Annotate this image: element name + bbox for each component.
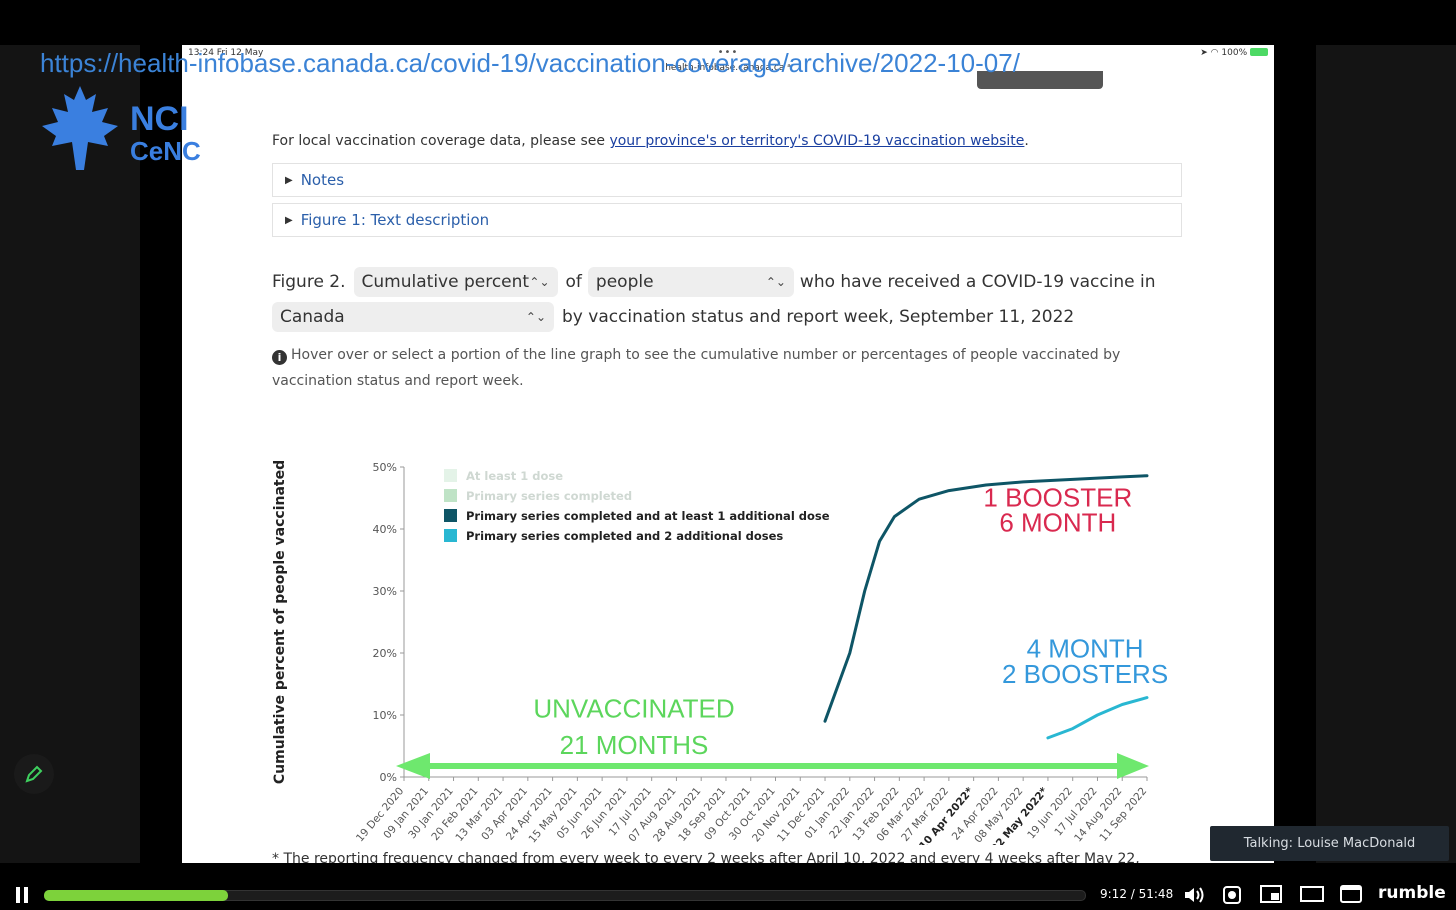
chart-annotation: 1 BOOSTER xyxy=(983,483,1132,513)
picture-in-picture-icon[interactable] xyxy=(1260,885,1282,903)
location-icon: ➤ xyxy=(1200,48,1208,58)
logo-line1: NCI xyxy=(130,100,189,138)
info-icon: i xyxy=(272,350,287,365)
triangle-right-icon: ▶ xyxy=(285,214,293,226)
intro-text: For local vaccination coverage data, ple… xyxy=(272,133,1029,149)
intro-suffix: . xyxy=(1024,133,1029,149)
pencil-icon xyxy=(25,765,43,783)
population-select-value: people xyxy=(595,272,654,292)
notes-expander[interactable]: ▶ Notes xyxy=(272,163,1182,197)
y-tick-label: 50% xyxy=(373,461,397,474)
wifi-icon: ◠ xyxy=(1210,48,1219,58)
notes-label: Notes xyxy=(300,171,345,189)
chart-annotation: 4 MONTH xyxy=(1027,633,1144,663)
battery-icon xyxy=(1250,48,1268,56)
legend-swatch xyxy=(444,509,457,522)
footnote: * The reporting frequency changed from e… xyxy=(272,851,1140,863)
series-line xyxy=(823,474,1149,723)
rumble-brand: rumble xyxy=(1378,883,1446,903)
chart-annotation: 6 MONTH xyxy=(999,507,1116,537)
legend-label: Primary series completed and at least 1 … xyxy=(466,509,830,523)
tablet-menu-dots[interactable]: ••• xyxy=(717,47,739,58)
y-tick-label: 40% xyxy=(373,523,397,536)
intro-prefix: For local vaccination coverage data, ple… xyxy=(272,133,610,149)
pause-icon[interactable] xyxy=(14,886,30,904)
tablet-time: 13:24 Fri 12 May xyxy=(188,48,264,58)
legend-swatch xyxy=(444,489,457,502)
legend-swatch xyxy=(444,469,457,482)
tablet-status-icons: ➤ ◠ 100% xyxy=(1200,48,1268,58)
talking-indicator: Talking: Louise MacDonald xyxy=(1210,826,1449,861)
series-line xyxy=(1046,696,1149,740)
up-down-chevron-icon: ⌃⌄ xyxy=(525,310,546,324)
theater-mode-icon[interactable] xyxy=(1300,885,1324,903)
chart-annotation: 2 BOOSTERS xyxy=(1002,659,1168,689)
y-tick-label: 20% xyxy=(373,647,397,660)
y-tick-label: 0% xyxy=(380,771,397,784)
tablet-tab-pill[interactable] xyxy=(977,71,1103,89)
annotate-button[interactable] xyxy=(14,754,54,794)
hover-instructions: i Hover over or select a portion of the l… xyxy=(272,342,1192,394)
tablet-url-text: health-infobase.canada.ca xyxy=(665,63,785,73)
figure2-suffix: who have received a COVID-19 vaccine in xyxy=(799,272,1156,292)
figure1-text-description-expander[interactable]: ▶ Figure 1: Text description xyxy=(272,203,1182,237)
hover-note-text: Hover over or select a portion of the li… xyxy=(272,347,1121,389)
video-left-letterbox xyxy=(0,45,140,863)
volume-icon[interactable] xyxy=(1183,885,1205,905)
y-axis-label: Cumulative percent of people vaccinated xyxy=(272,460,288,784)
tablet-screen: 13:24 Fri 12 May ••• health-infobase.can… xyxy=(182,45,1274,863)
settings-gear-icon[interactable] xyxy=(1222,885,1242,905)
region-select-value: Canada xyxy=(280,307,345,327)
video-top-letterbox xyxy=(0,0,1456,45)
of-label: of xyxy=(565,272,582,292)
vaccination-line-chart[interactable]: 0% 10% 20% 30% 40% 50% Cumulative percent of p… xyxy=(270,405,1170,845)
logo-line2: CeNC xyxy=(130,136,201,166)
up-down-chevron-icon: ⌃⌄ xyxy=(529,275,550,289)
measure-select[interactable]: Cumulative percent ⌃⌄ xyxy=(353,267,558,297)
provincial-website-link[interactable]: your province's or territory's COVID-19 … xyxy=(609,133,1025,149)
legend-label: Primary series completed xyxy=(466,489,632,503)
y-tick-label: 30% xyxy=(373,585,397,598)
tablet-address-bar[interactable]: health-infobase.canada.ca ᵃ xyxy=(182,63,1274,73)
nci-cenc-logo: NCI CeNC xyxy=(42,86,201,170)
legend-label: Primary series completed and 2 additiona… xyxy=(466,529,783,543)
legend-label: At least 1 dose xyxy=(466,469,563,483)
up-down-chevron-icon: ⌃⌄ xyxy=(765,275,786,289)
figure2-title-line2: Canada ⌃⌄ by vaccination status and repor… xyxy=(272,300,1074,334)
region-select[interactable]: Canada ⌃⌄ xyxy=(272,302,554,332)
figure2-title-line1: Figure 2. Cumulative percent ⌃⌄ of people… xyxy=(272,265,1156,299)
arrow-right-head xyxy=(1117,753,1149,779)
legend-swatch xyxy=(444,529,457,542)
battery-percent: 100% xyxy=(1221,48,1248,58)
triangle-right-icon: ▶ xyxy=(285,174,293,186)
overlay-url-text: https://health-infobase.canada.ca/covid-… xyxy=(40,48,1020,78)
fullscreen-icon[interactable] xyxy=(1340,885,1362,903)
figure2-prefix: Figure 2. xyxy=(272,272,346,292)
population-select[interactable]: people ⌃⌄ xyxy=(587,267,794,297)
playback-time: 9:12 / 51:48 xyxy=(1100,887,1174,901)
chart-annotation: UNVACCINATED xyxy=(533,693,734,723)
measure-select-value: Cumulative percent xyxy=(361,272,530,292)
video-right-letterbox xyxy=(1316,45,1456,863)
figure1-label: Figure 1: Text description xyxy=(300,211,490,229)
arrow-left-head xyxy=(396,753,430,779)
lock-icon: ᵃ xyxy=(787,63,791,73)
chart-annotation: 21 MONTHS xyxy=(560,730,709,760)
y-tick-label: 10% xyxy=(373,709,397,722)
progress-played xyxy=(44,890,228,901)
figure2-line2-text: by vaccination status and report week, S… xyxy=(562,307,1075,327)
